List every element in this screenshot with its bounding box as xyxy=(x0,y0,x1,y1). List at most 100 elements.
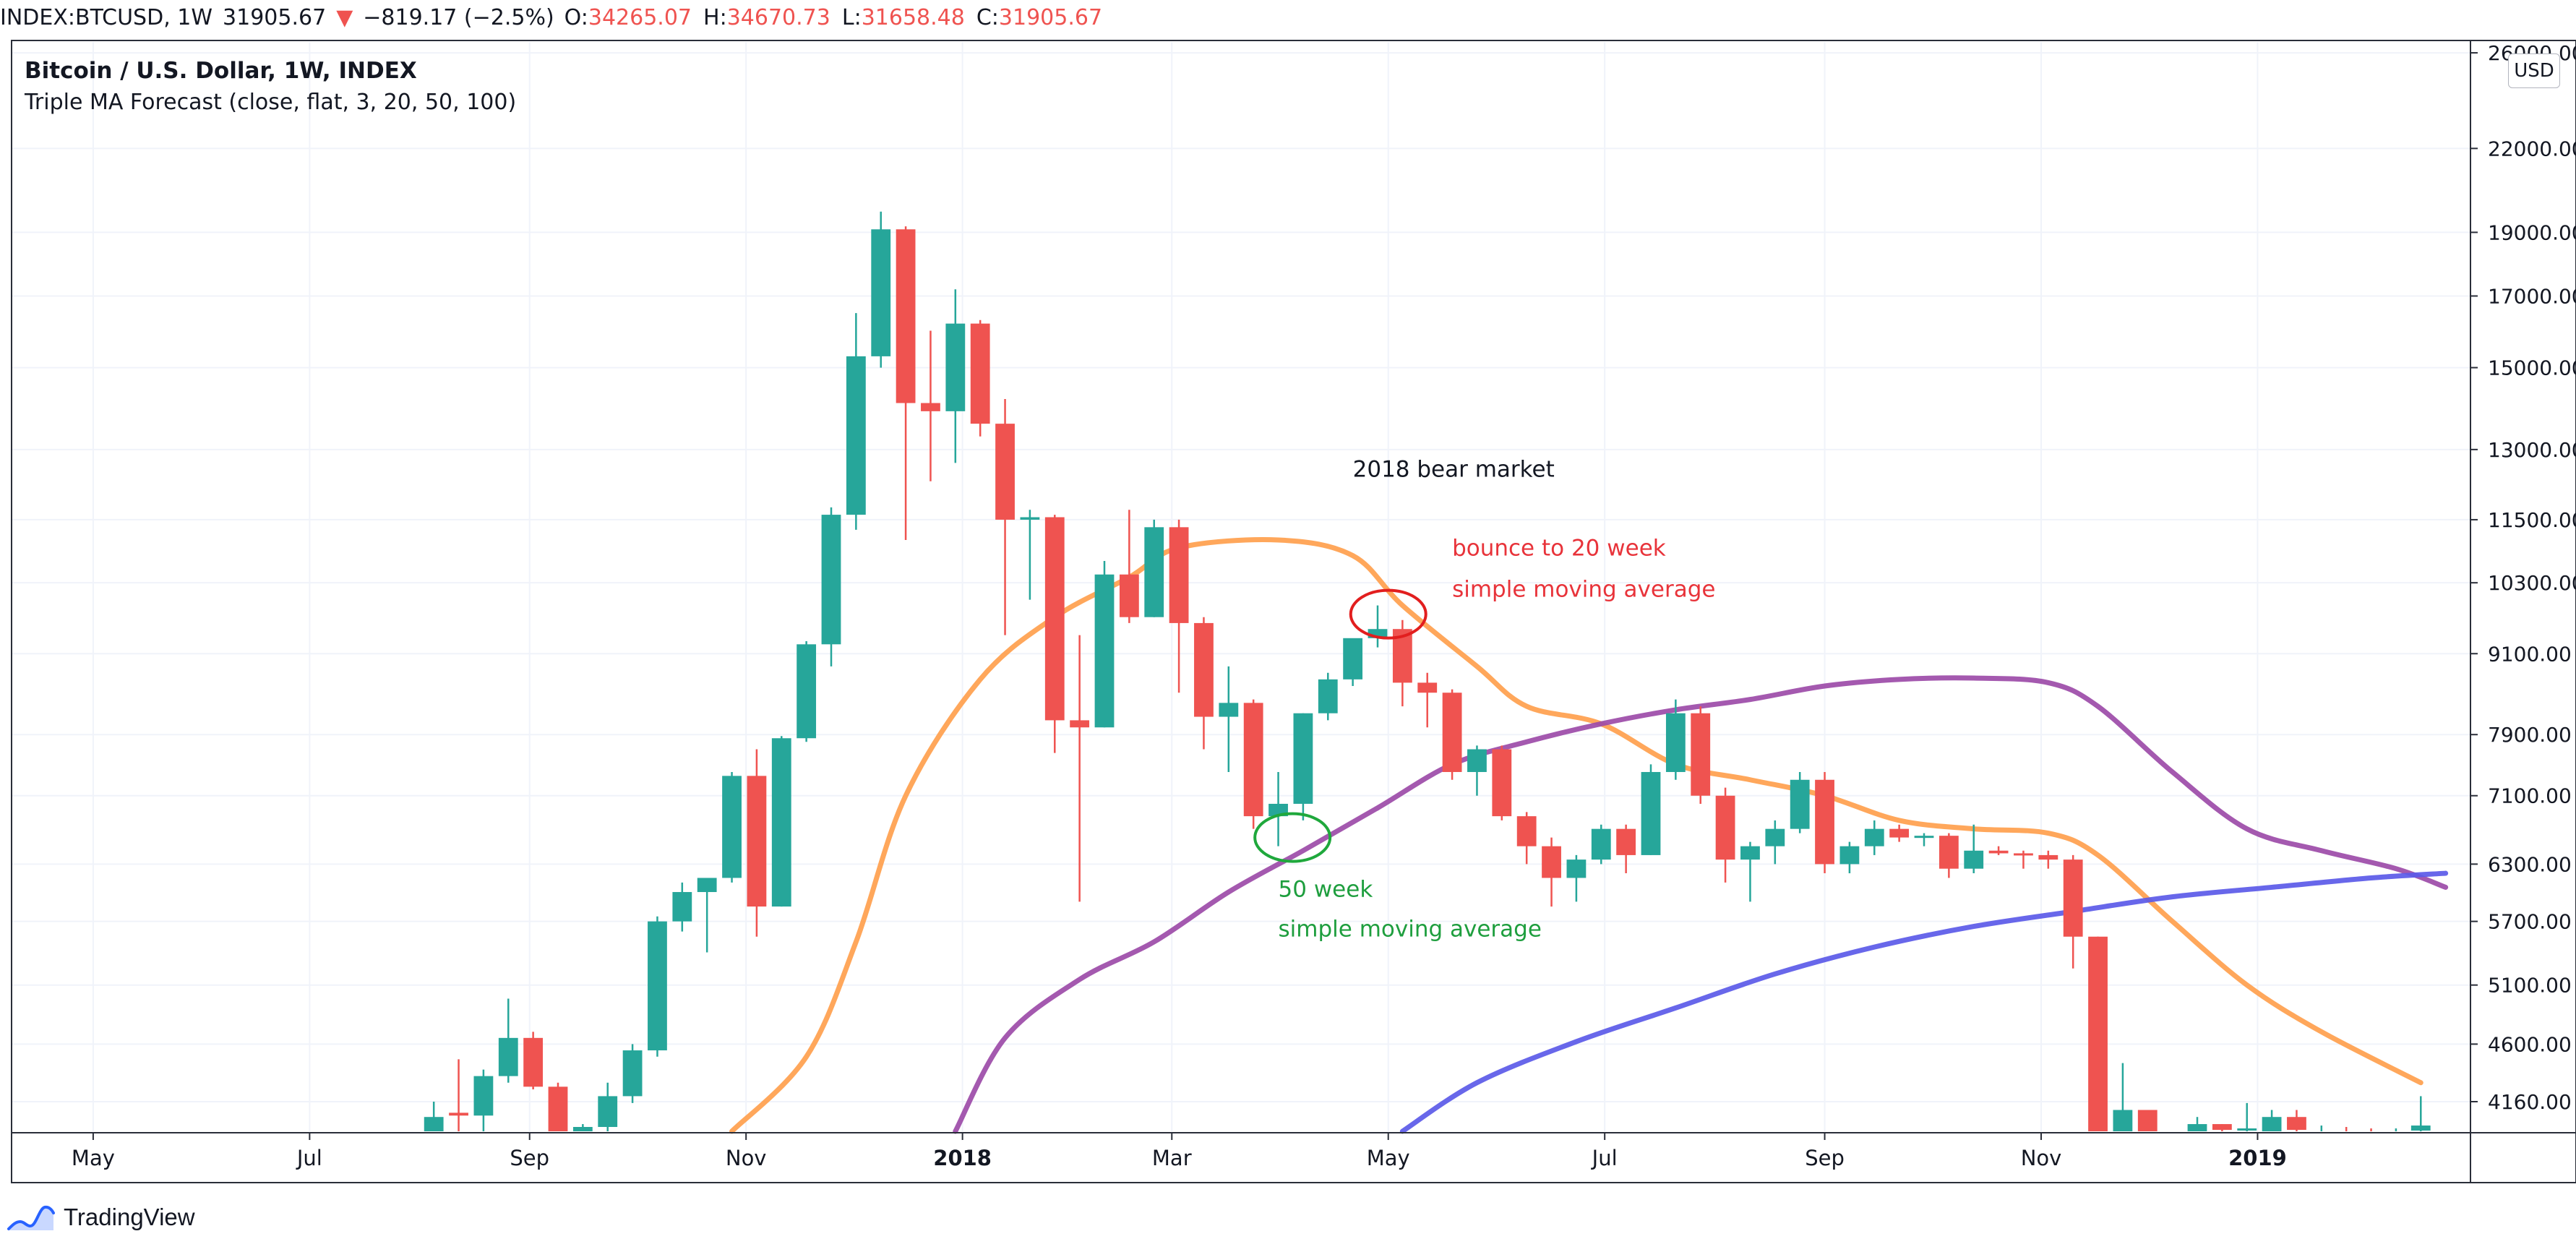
moving-average-20-line xyxy=(729,537,2423,1134)
candle-down xyxy=(1939,833,1959,878)
candle-up xyxy=(1914,833,1934,846)
currency-button[interactable]: USD xyxy=(2508,53,2560,88)
candle-body xyxy=(622,1050,643,1097)
price-tick-label: 9100.00 xyxy=(2488,642,2572,666)
candle-down xyxy=(1889,824,1910,842)
price-tick-label: 6300.00 xyxy=(2488,852,2572,876)
candle-up xyxy=(771,736,791,907)
candle-up xyxy=(2262,1110,2282,1131)
candle-body xyxy=(1119,574,1139,617)
candle-down xyxy=(1044,515,1065,753)
price-axis[interactable]: 4160.00 4600.00 5100.00 5700.00 6300.00 7100.… xyxy=(2470,41,2576,1114)
last-price: 31905.67 xyxy=(223,4,327,30)
time-tick-label: Jul xyxy=(296,1146,322,1170)
candle-up xyxy=(2410,1096,2431,1131)
candle-up xyxy=(2237,1102,2257,1131)
candle-body xyxy=(2187,1124,2207,1131)
candle-body xyxy=(797,644,817,739)
candle-up xyxy=(1268,771,1288,846)
symbol-label: INDEX:BTCUSD, 1W xyxy=(0,4,213,30)
candle-down xyxy=(1542,837,1561,907)
series-title[interactable]: Bitcoin / U.S. Dollar, 1W, INDEX xyxy=(25,58,417,84)
candle-body xyxy=(2410,1126,2431,1131)
annotation-circle xyxy=(1349,588,1427,640)
candle-body xyxy=(1715,795,1735,860)
time-tick-label: Sep xyxy=(1805,1146,1845,1170)
candle-down xyxy=(896,226,916,540)
tradingview-brand[interactable]: TradingView xyxy=(7,1199,195,1236)
annotation-label: 2018 bear market xyxy=(1353,456,1555,482)
candle-body xyxy=(2113,1110,2133,1131)
price-tick-label: 4600.00 xyxy=(2488,1032,2572,1056)
study-title[interactable]: Triple MA Forecast (close, flat, 3, 20, … xyxy=(25,90,517,115)
candle-up xyxy=(648,916,667,1057)
annotation-label: simple moving average xyxy=(1452,577,1715,603)
open-label: O: xyxy=(564,4,588,30)
candle-down xyxy=(1169,519,1189,693)
candle-body xyxy=(1765,828,1785,846)
candle-down xyxy=(1691,706,1711,804)
candle-up xyxy=(1219,666,1239,772)
time-axis[interactable]: May Jul Sep Nov 2018 Mar May Jul Sep Nov 2019 xyxy=(72,1133,2287,1170)
candle-down xyxy=(1815,771,1834,874)
ohlc-header: INDEX:BTCUSD, 1W 31905.67 ▼ −819.17 (−2.… xyxy=(0,0,1114,35)
candle-up xyxy=(1293,713,1313,820)
price-tick-label: 7100.00 xyxy=(2488,784,2572,808)
candle-down xyxy=(523,1032,544,1090)
grid-lines xyxy=(12,42,2470,1131)
candle-body xyxy=(572,1127,593,1131)
candle-body xyxy=(1442,693,1462,772)
candle-body xyxy=(2237,1128,2257,1131)
candle-body xyxy=(498,1037,518,1076)
price-tick-label: 7900.00 xyxy=(2488,723,2572,747)
annotation-label: simple moving average xyxy=(1279,917,1542,943)
time-tick-label: May xyxy=(1367,1146,1410,1170)
time-tick-label: 2019 xyxy=(2228,1146,2287,1170)
candle-body xyxy=(1492,749,1512,817)
price-tick-label: 15000.00 xyxy=(2488,356,2576,380)
candle-down xyxy=(1417,672,1438,728)
open-value: 34265.07 xyxy=(588,4,692,30)
candle-body xyxy=(1070,720,1090,728)
annotation-label: bounce to 20 week xyxy=(1452,536,1666,562)
moving-average-50-line xyxy=(953,675,2449,1134)
candle-up xyxy=(1591,824,1611,865)
candle-down xyxy=(1516,812,1537,865)
candle-down xyxy=(747,749,767,937)
price-tick-label: 11500.00 xyxy=(2488,508,2576,532)
candle-down xyxy=(995,398,1015,635)
candle-body xyxy=(871,229,891,356)
candle-body xyxy=(1591,828,1611,860)
candle-down xyxy=(2014,850,2033,869)
candle-body xyxy=(2038,854,2058,860)
price-tick-label: 5100.00 xyxy=(2488,974,2572,998)
candle-down xyxy=(1119,510,1139,623)
high-label: H: xyxy=(703,4,727,30)
candle-up xyxy=(697,878,717,953)
price-tick-label: 4160.00 xyxy=(2488,1090,2572,1114)
candle-up xyxy=(1665,699,1686,780)
candle-body xyxy=(1194,622,1214,717)
tradingview-logo-icon xyxy=(7,1205,55,1230)
candle-up xyxy=(1368,605,1388,648)
time-tick-label: 2018 xyxy=(933,1146,992,1170)
close-value: 31905.67 xyxy=(998,4,1103,30)
time-tick-label: Mar xyxy=(1152,1146,1192,1170)
candle-up xyxy=(598,1082,618,1131)
candle-down xyxy=(2137,1110,2158,1131)
candle-up xyxy=(871,211,891,368)
candle-body xyxy=(1318,679,1338,713)
candle-body xyxy=(548,1086,568,1131)
candle-body xyxy=(2014,853,2033,856)
candle-body xyxy=(722,776,742,878)
candle-body xyxy=(2287,1117,2306,1130)
candle-body xyxy=(2063,859,2083,937)
candle-down xyxy=(1194,617,1214,750)
candle-body xyxy=(1964,850,1984,869)
time-tick-label: Nov xyxy=(2021,1146,2062,1170)
candle-body xyxy=(1839,846,1860,865)
candle-down xyxy=(548,1082,568,1131)
candle-up xyxy=(797,641,817,742)
candle-body xyxy=(473,1076,494,1116)
